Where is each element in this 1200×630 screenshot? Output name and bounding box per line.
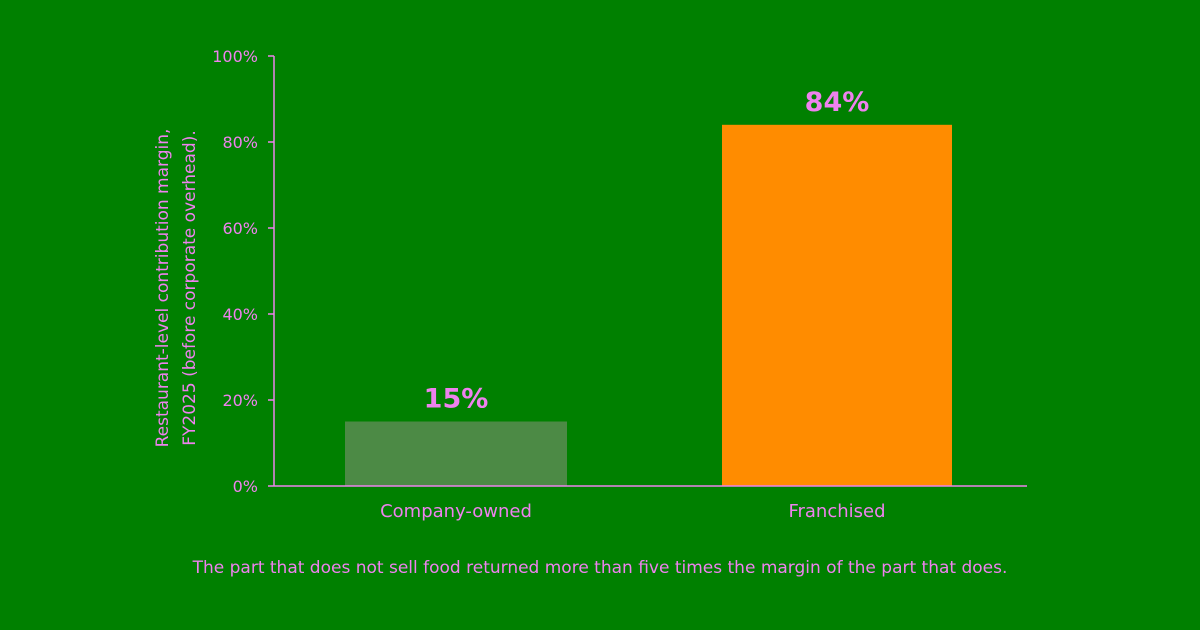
x-category-label: Franchised <box>788 501 885 522</box>
bar-value-label: 15% <box>424 384 489 415</box>
y-tick-label: 20% <box>222 391 258 410</box>
bar-company-owned <box>345 421 567 486</box>
value-labels: 15% 84% <box>424 87 870 415</box>
x-category-label: Company-owned <box>380 501 532 522</box>
y-tick-label: 60% <box>222 219 258 238</box>
y-axis-title-line: Restaurant-level contribution margin, <box>153 129 173 448</box>
chart-caption: The part that does not sell food returne… <box>192 558 1008 578</box>
bar-value-label: 84% <box>805 87 870 118</box>
y-tick-label: 80% <box>222 133 258 152</box>
bar-franchised <box>722 124 952 487</box>
y-tick-label: 100% <box>212 47 258 66</box>
y-tick-label: 0% <box>233 477 258 496</box>
y-axis-title-line: FY2025 (before corporate overhead). <box>180 130 200 446</box>
bar-series <box>345 124 952 487</box>
y-tick-label: 40% <box>222 305 258 324</box>
y-axis-title: Restaurant-level contribution margin, FY2… <box>153 129 200 448</box>
category-labels: Company-owned Franchised <box>380 501 885 522</box>
y-axis-ticks: 0% 20% 40% 60% 80% 100% <box>212 47 274 496</box>
